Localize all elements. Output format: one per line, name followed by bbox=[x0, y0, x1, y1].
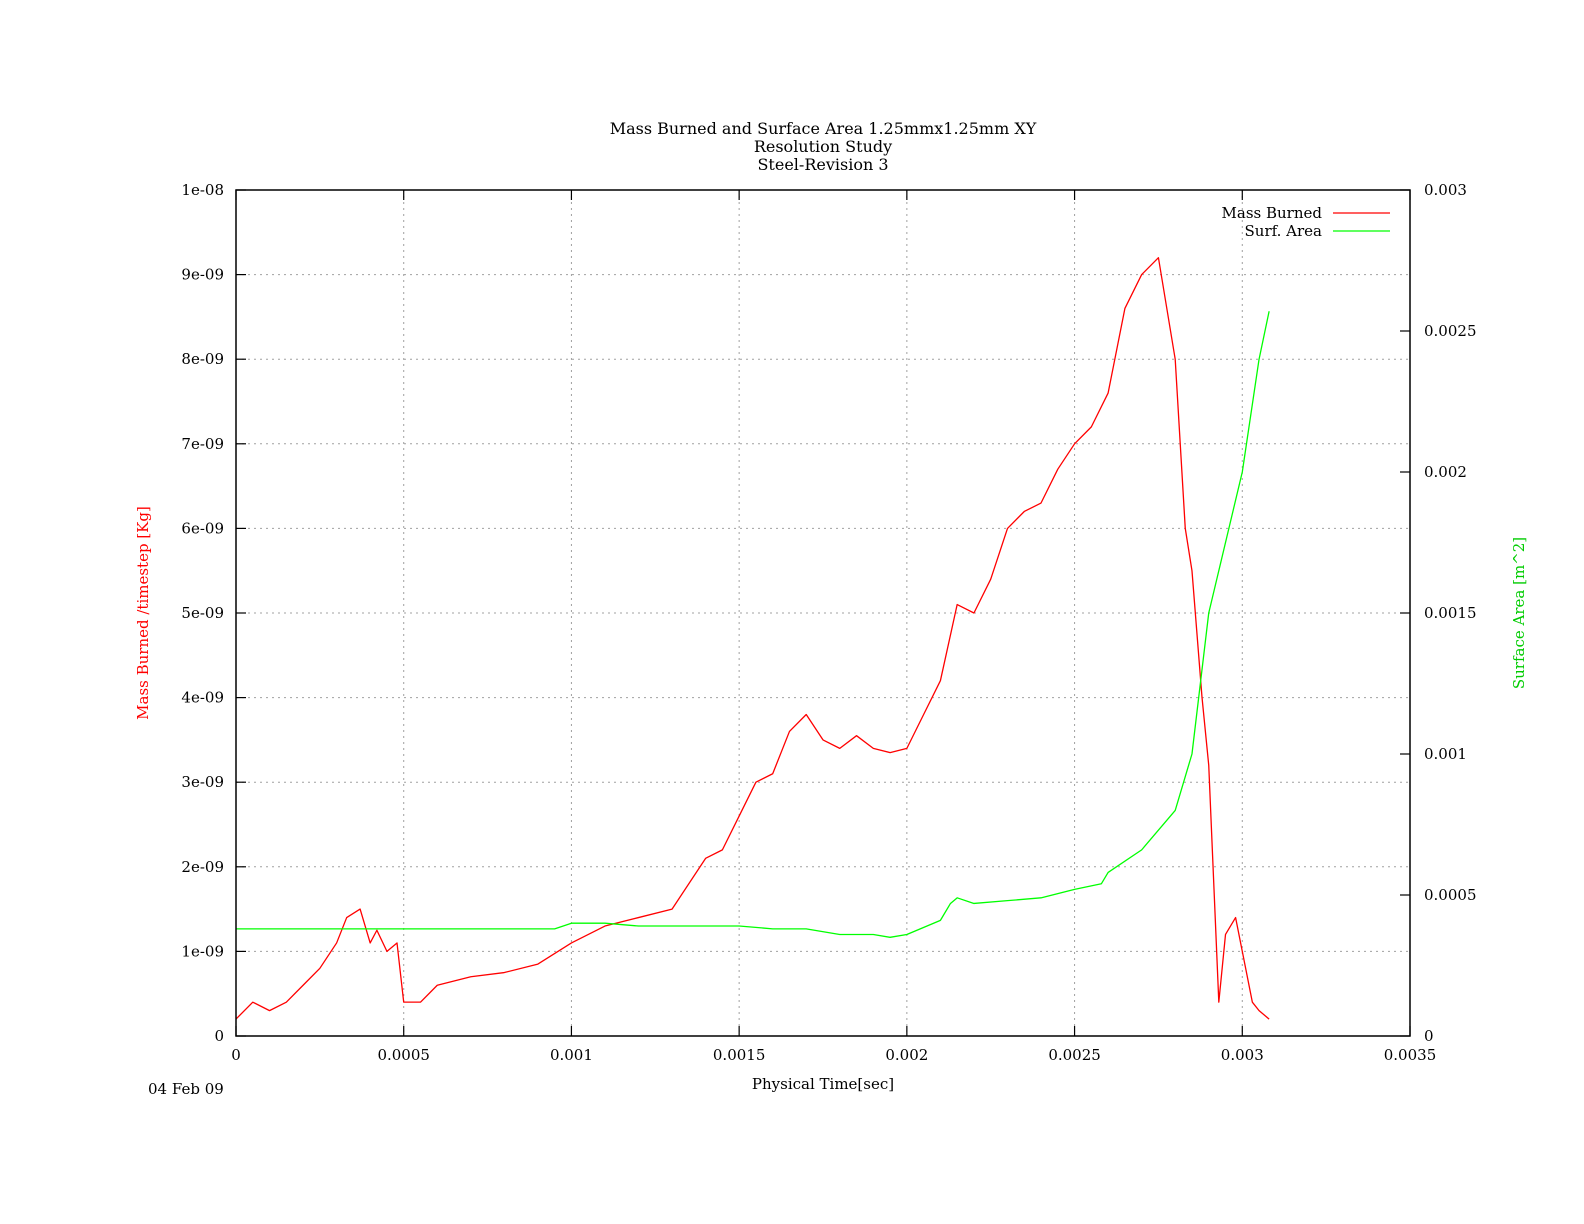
chart-title-line-2: Resolution Study bbox=[754, 137, 892, 156]
y-right-tick-label: 0.0015 bbox=[1424, 604, 1477, 622]
tick-marks bbox=[235, 189, 1411, 1037]
grid-lines bbox=[236, 190, 1410, 1036]
x-tick-label: 0.001 bbox=[550, 1046, 593, 1064]
y-right-tick-label: 0 bbox=[1424, 1027, 1434, 1045]
y-left-tick-label: 0 bbox=[214, 1027, 224, 1045]
x-tick-label: 0.003 bbox=[1221, 1046, 1264, 1064]
date-stamp: 04 Feb 09 bbox=[148, 1080, 224, 1098]
x-tick-label: 0 bbox=[231, 1046, 241, 1064]
series-line-surf-area bbox=[236, 311, 1270, 938]
y-right-tick-label: 0.002 bbox=[1424, 463, 1467, 481]
x-tick-label: 0.0015 bbox=[713, 1046, 766, 1064]
x-tick-label: 0.0025 bbox=[1048, 1046, 1101, 1064]
x-tick-label: 0.002 bbox=[885, 1046, 928, 1064]
y-left-tick-label: 9e-09 bbox=[181, 266, 224, 284]
x-axis-label: Physical Time[sec] bbox=[752, 1075, 894, 1093]
y-left-tick-label: 5e-09 bbox=[181, 604, 224, 622]
tick-labels: 0 0.0005 0.001 0.0015 0.002 0.0025 0.003 0.0035… bbox=[181, 181, 1476, 1064]
y-right-tick-label: 0.0025 bbox=[1424, 322, 1477, 340]
y-left-tick-label: 1e-09 bbox=[181, 942, 224, 960]
y-left-tick-label: 3e-09 bbox=[181, 773, 224, 791]
series-layer bbox=[235, 257, 1270, 1020]
y-left-tick-label: 1e-08 bbox=[181, 181, 224, 199]
y-left-tick-label: 7e-09 bbox=[181, 435, 224, 453]
legend: Mass Burned Surf. Area bbox=[1222, 204, 1390, 240]
y-right-tick-label: 0.003 bbox=[1424, 181, 1467, 199]
legend-label-surf-area: Surf. Area bbox=[1245, 222, 1323, 240]
y-left-tick-label: 2e-09 bbox=[181, 858, 224, 876]
y-right-tick-label: 0.001 bbox=[1424, 745, 1467, 763]
y-left-tick-label: 4e-09 bbox=[181, 689, 224, 707]
y-right-tick-label: 0.0005 bbox=[1424, 886, 1477, 904]
y-axis-left-label: Mass Burned /timestep [Kg] bbox=[134, 506, 152, 720]
chart-title-line-3: Steel-Revision 3 bbox=[757, 155, 888, 174]
x-tick-label: 0.0035 bbox=[1384, 1046, 1437, 1064]
y-left-tick-label: 6e-09 bbox=[181, 519, 224, 537]
x-tick-label: 0.0005 bbox=[377, 1046, 430, 1064]
y-left-tick-label: 8e-09 bbox=[181, 350, 224, 368]
chart-title-line-1: Mass Burned and Surface Area 1.25mmx1.25… bbox=[610, 119, 1037, 138]
legend-label-mass-burned: Mass Burned bbox=[1222, 204, 1323, 222]
y-axis-right-label: Surface Area [m^2] bbox=[1510, 537, 1528, 689]
series-line-mass-burned bbox=[235, 257, 1270, 1020]
